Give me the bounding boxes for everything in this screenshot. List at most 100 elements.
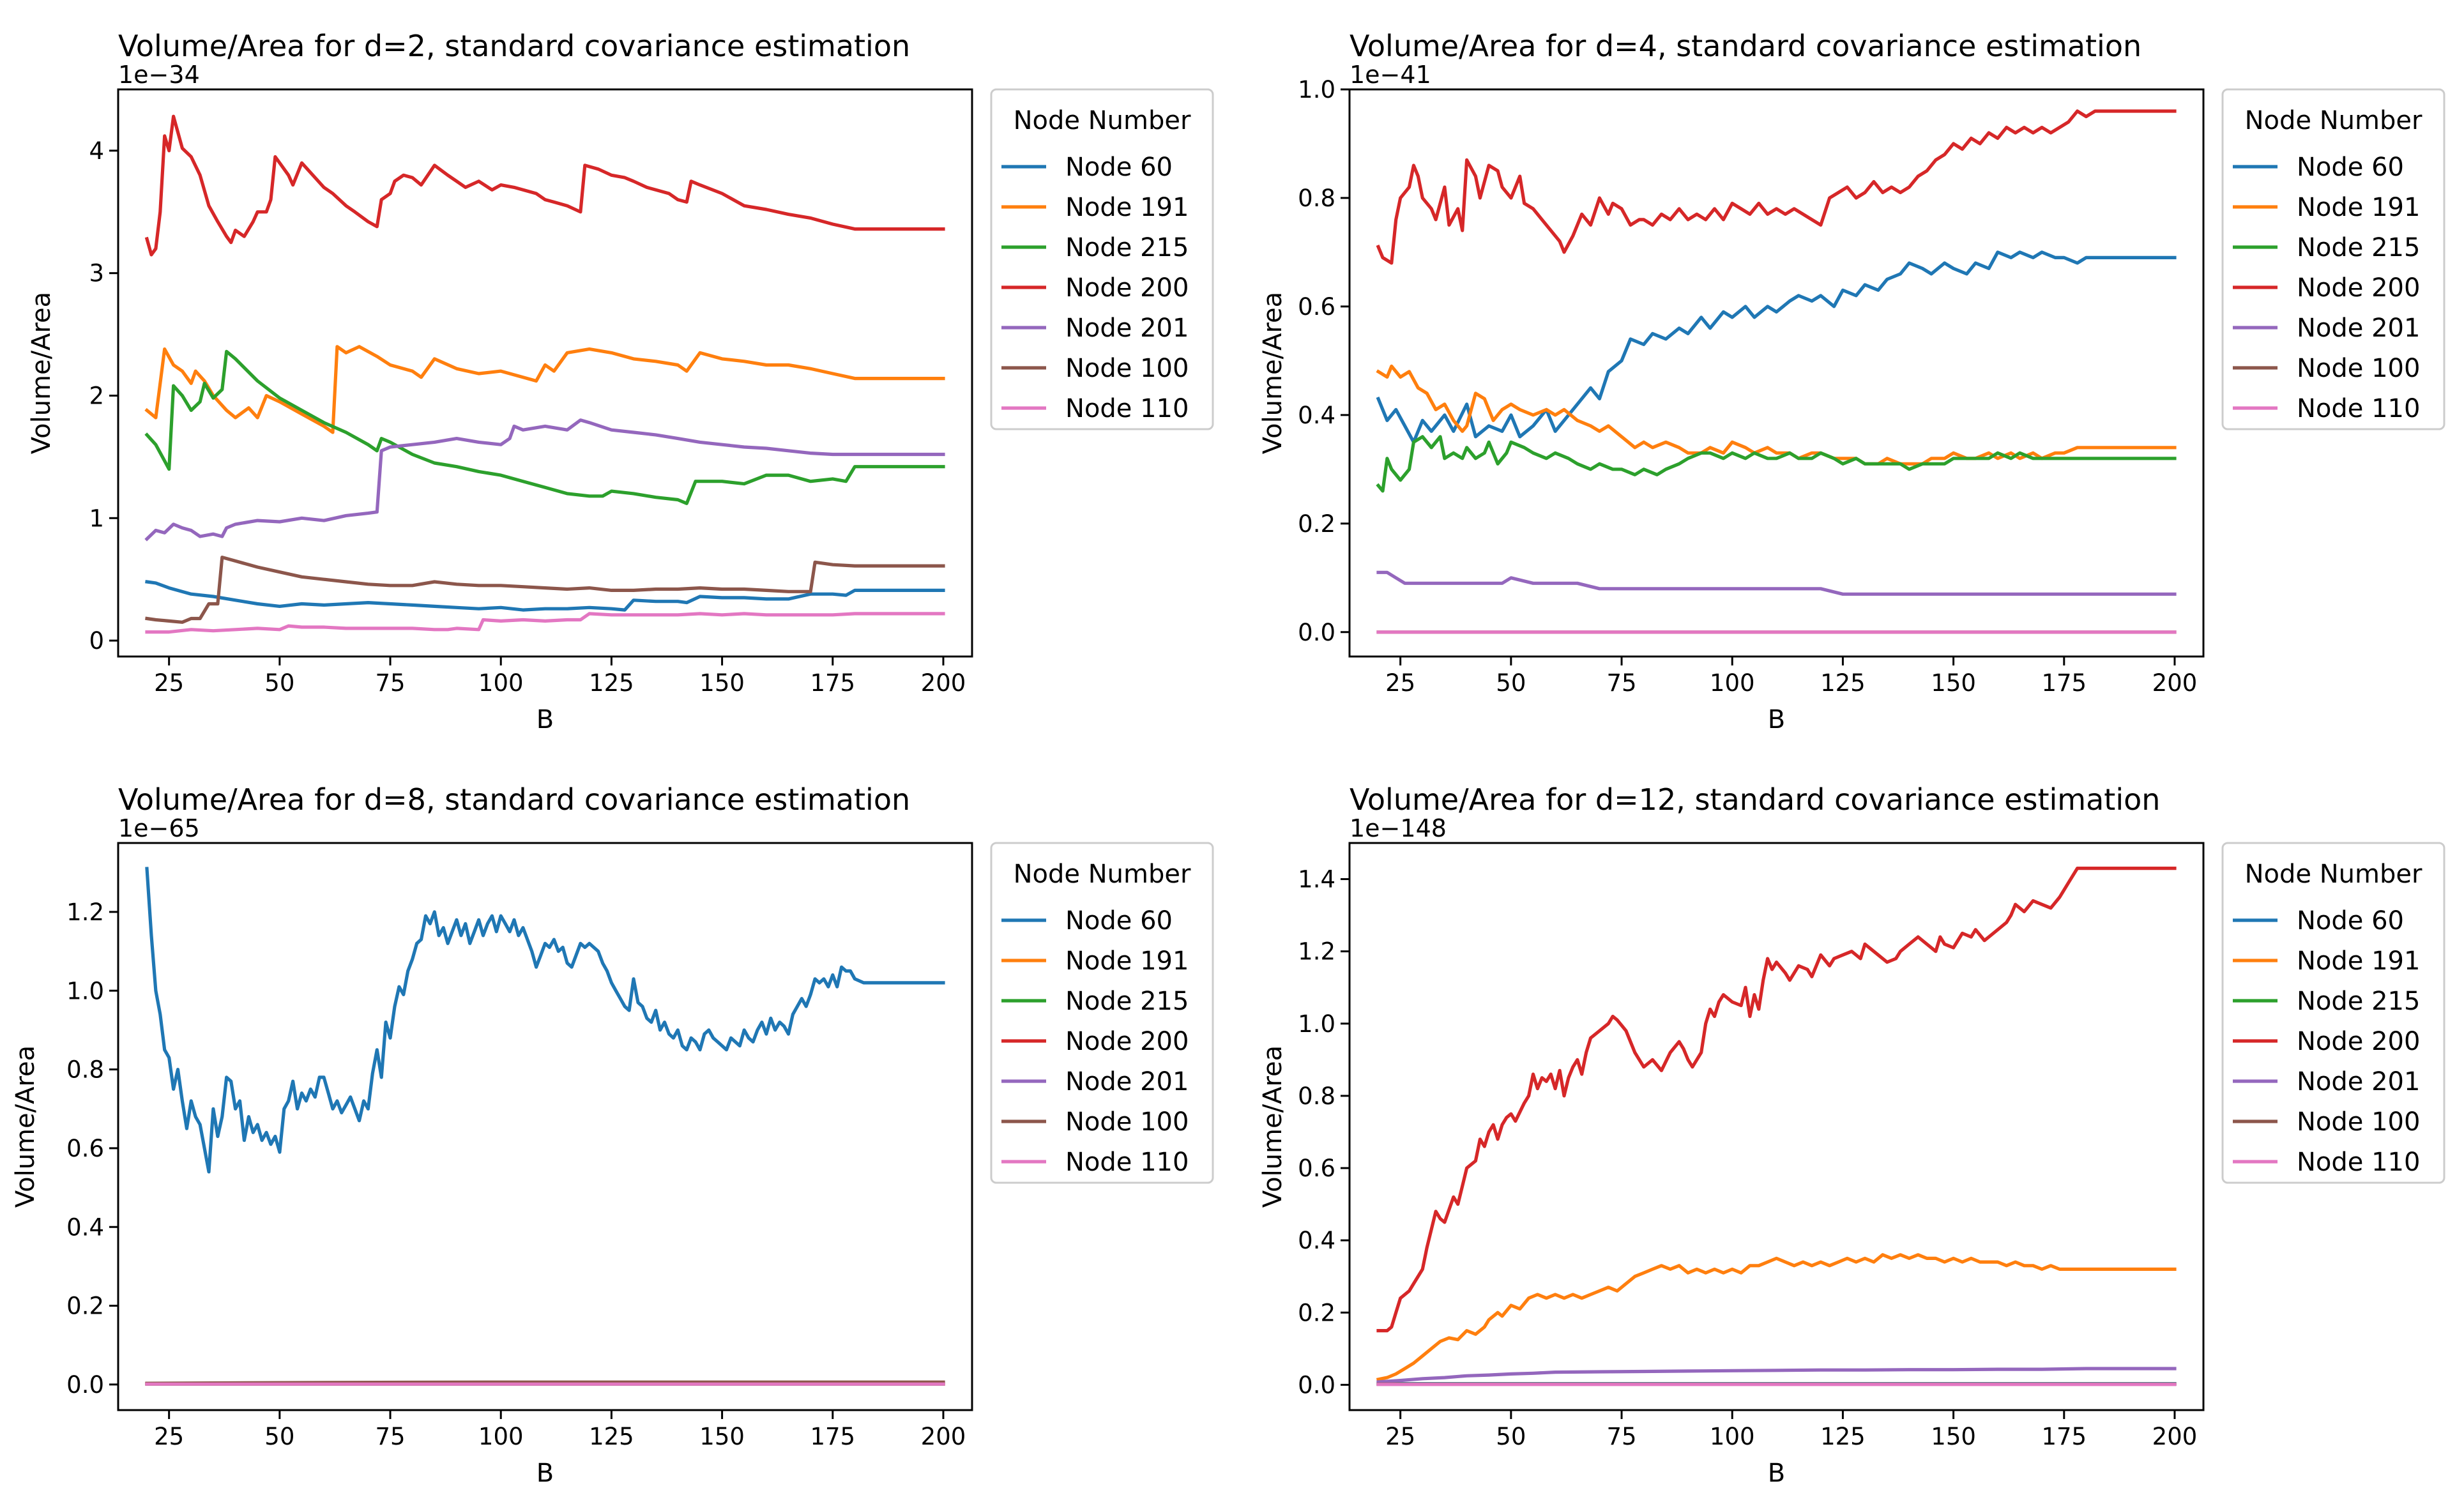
- series-lines: [144, 114, 945, 634]
- legend: Node Number Node 60 Node 191 Node 215 Node 2…: [2221, 842, 2445, 1184]
- subplot-3: Volume/Area for d=8, standard covariance…: [11, 782, 1214, 1488]
- legend-entry-label: Node 215: [2297, 987, 2420, 1016]
- legend-entry-label: Node 100: [1065, 354, 1189, 383]
- series-line-node-191: [1376, 1253, 2177, 1381]
- axes-frame: [1348, 842, 2205, 1411]
- x-tick-label: 75: [375, 669, 405, 697]
- y-axis-label: Volume/Area: [1258, 292, 1288, 454]
- legend-entry-label: Node 60: [1065, 153, 1173, 182]
- series-lines: [145, 867, 945, 1386]
- series-line-node-110: [145, 612, 945, 634]
- legend-title: Node Number: [1014, 106, 1191, 135]
- y-tick-label: 0.2: [1298, 1299, 1335, 1326]
- chart-title: Volume/Area for d=8, standard covariance…: [118, 782, 910, 817]
- y-tick-label: 0.2: [66, 1293, 104, 1320]
- legend-entry-label: Node 60: [1065, 906, 1173, 936]
- legend-entry-label: Node 110: [1065, 394, 1189, 423]
- subplot-2: Volume/Area for d=4, standard covariance…: [1258, 29, 2445, 734]
- y-tick-label: 1.2: [1298, 938, 1335, 966]
- legend-entry-label: Node 200: [1065, 273, 1189, 303]
- y-tick-label: 0.6: [66, 1135, 104, 1162]
- x-tick-label: 25: [1385, 1423, 1415, 1450]
- x-tick-label: 100: [478, 1423, 524, 1450]
- legend-entry-label: Node 60: [2297, 906, 2404, 936]
- y-exponent-label: 1e−148: [1350, 814, 1447, 842]
- x-axis-label: B: [1768, 705, 1785, 734]
- y-tick-label: 1: [89, 505, 104, 532]
- series-line-node-215: [144, 349, 945, 505]
- x-tick-label: 175: [2041, 1423, 2087, 1450]
- legend-entry-label: Node 110: [2297, 1148, 2420, 1177]
- x-tick-label: 100: [1710, 1423, 1755, 1450]
- series-lines: [1376, 109, 2177, 634]
- y-tick-label: 0.8: [66, 1056, 104, 1084]
- x-axis-label: B: [1768, 1459, 1785, 1488]
- x-tick-label: 200: [2152, 1423, 2198, 1450]
- series-line-node-60: [145, 867, 945, 1174]
- x-tick-label: 25: [154, 1423, 184, 1450]
- y-tick-label: 0.6: [1298, 293, 1335, 321]
- series-line-node-200: [144, 114, 945, 257]
- series-line-node-201: [144, 418, 945, 542]
- x-tick-label: 50: [1496, 1423, 1526, 1450]
- legend-entry-label: Node 215: [1065, 233, 1189, 262]
- x-tick-label: 150: [1931, 1423, 1976, 1450]
- x-tick-label: 200: [921, 1423, 966, 1450]
- chart-title: Volume/Area for d=2, standard covariance…: [118, 29, 910, 63]
- x-tick-label: 125: [589, 669, 634, 697]
- chart-title: Volume/Area for d=12, standard covarianc…: [1350, 782, 2160, 817]
- legend-box: [2221, 88, 2445, 430]
- y-exponent-label: 1e−34: [118, 61, 200, 89]
- y-tick-label: 3: [89, 260, 104, 287]
- legend-entry-label: Node 60: [2297, 153, 2404, 182]
- subplot-4: Volume/Area for d=12, standard covarianc…: [1258, 782, 2445, 1488]
- y-tick-label: 0.0: [1298, 619, 1335, 646]
- legend-entry-label: Node 201: [2297, 1067, 2420, 1097]
- series-line-node-60: [145, 580, 945, 612]
- legend: Node Number Node 60 Node 191 Node 215 Node 2…: [2221, 88, 2445, 430]
- y-tick-label: 0.8: [1298, 1082, 1335, 1110]
- legend-entry-label: Node 200: [2297, 1027, 2420, 1056]
- legend: Node Number Node 60 Node 191 Node 215 Node 2…: [990, 842, 1214, 1184]
- series-line-node-100: [145, 556, 945, 624]
- y-tick-label: 4: [89, 137, 104, 165]
- legend-entry-label: Node 191: [2297, 193, 2420, 222]
- y-exponent-label: 1e−41: [1350, 61, 1431, 89]
- legend-title: Node Number: [2245, 106, 2422, 135]
- legend-entry-label: Node 215: [2297, 233, 2420, 262]
- x-tick-label: 50: [264, 1423, 294, 1450]
- x-tick-label: 50: [1496, 669, 1526, 697]
- x-tick-label: 150: [699, 669, 745, 697]
- chart-title: Volume/Area for d=4, standard covariance…: [1350, 29, 2141, 63]
- legend-title: Node Number: [1014, 860, 1191, 889]
- x-tick-label: 175: [810, 1423, 855, 1450]
- x-tick-label: 75: [375, 1423, 405, 1450]
- y-tick-label: 0.4: [66, 1213, 104, 1241]
- series-line-node-200: [1376, 867, 2177, 1333]
- legend-entry-label: Node 191: [2297, 946, 2420, 976]
- y-tick-label: 0: [89, 627, 104, 655]
- subplot-1: Volume/Area for d=2, standard covariance…: [27, 29, 1214, 734]
- series-line-node-60: [1376, 250, 2177, 444]
- y-tick-label: 0.4: [1298, 402, 1335, 429]
- series-line-node-191: [1376, 364, 2177, 466]
- legend-entry-label: Node 201: [1065, 314, 1189, 343]
- y-tick-label: 1.0: [1298, 1010, 1335, 1038]
- legend-entry-label: Node 200: [2297, 273, 2420, 303]
- x-tick-label: 150: [1931, 669, 1976, 697]
- y-axis-label: Volume/Area: [1258, 1045, 1288, 1208]
- x-tick-label: 100: [478, 669, 524, 697]
- axes-frame: [1348, 88, 2205, 658]
- y-exponent-label: 1e−65: [118, 814, 200, 842]
- y-tick-label: 2: [89, 382, 104, 409]
- series-line-node-215: [1376, 435, 2177, 493]
- x-tick-label: 125: [589, 1423, 634, 1450]
- y-tick-label: 1.4: [1298, 866, 1335, 893]
- axes-frame: [117, 88, 973, 658]
- x-tick-label: 150: [699, 1423, 745, 1450]
- x-tick-label: 100: [1710, 669, 1755, 697]
- axes-frame: [117, 842, 973, 1411]
- legend-entry-label: Node 100: [2297, 354, 2420, 383]
- x-tick-label: 50: [264, 669, 294, 697]
